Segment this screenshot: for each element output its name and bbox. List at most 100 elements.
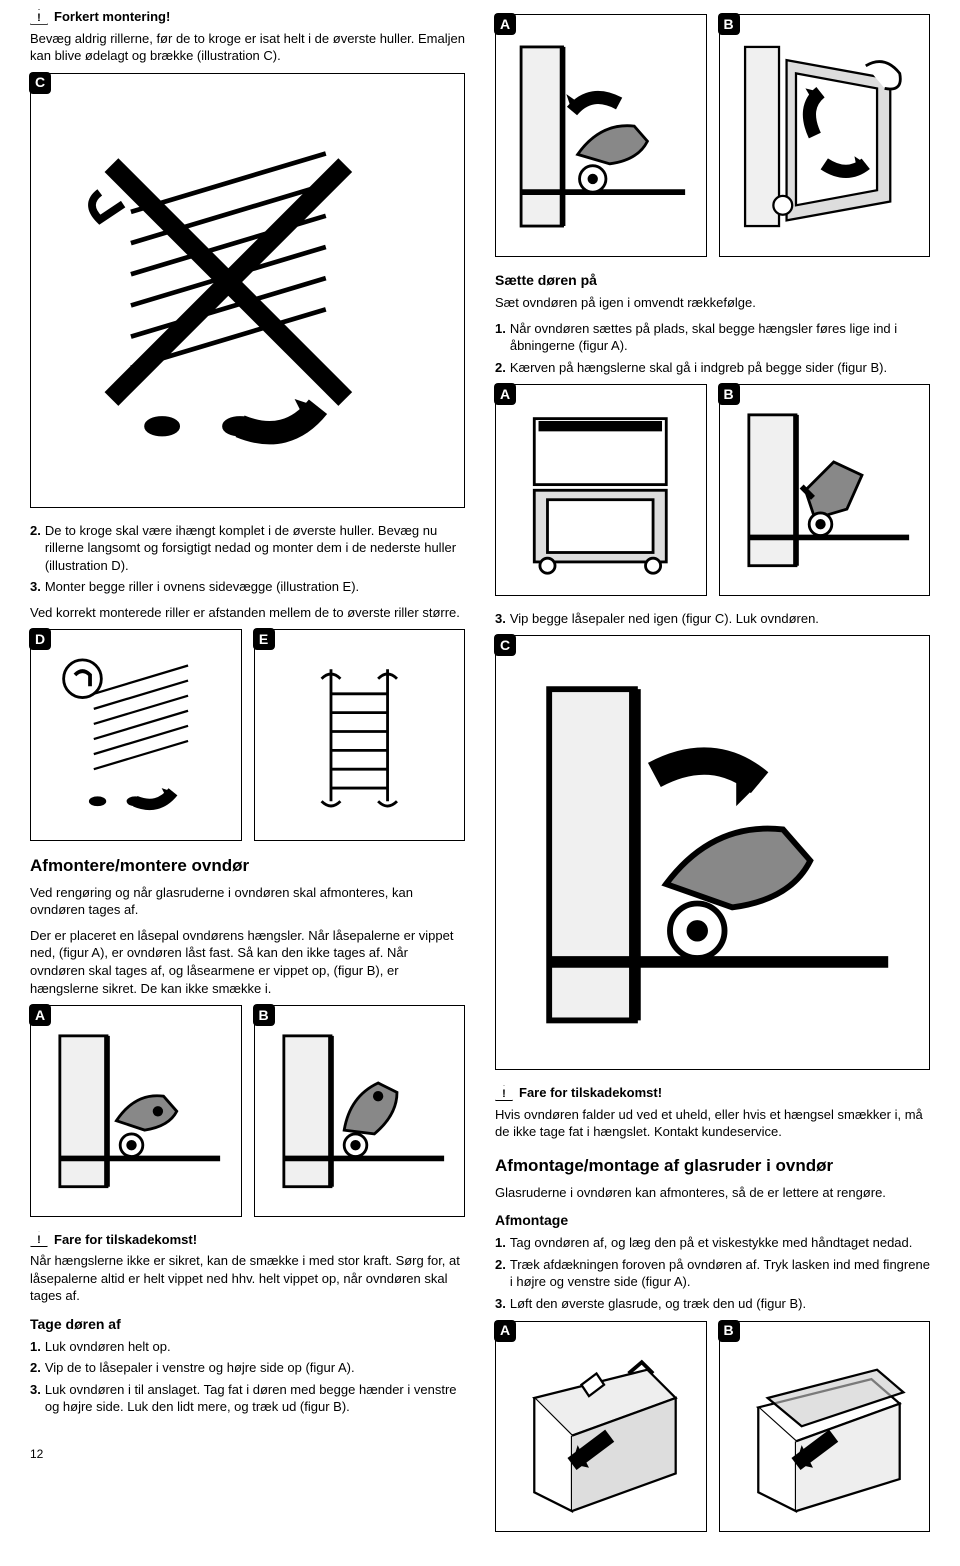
illustration-lever-flip <box>506 27 695 244</box>
illustration-hinge-open <box>265 1017 454 1206</box>
warning-title: Fare for tilskadekomst! <box>519 1084 662 1102</box>
figure-label: A <box>494 1320 516 1342</box>
list-item: 2. Kærven på hængslerne skal gå i indgre… <box>495 359 930 377</box>
warning-fare-2: Fare for tilskadekomst! <box>495 1084 930 1102</box>
illustration-rack-cross <box>53 95 443 485</box>
figure-c: C <box>30 73 465 508</box>
step-text: Når ovndøren sættes på plads, skal begge… <box>510 320 930 355</box>
figure-b-hinge-detail: B <box>719 384 931 596</box>
heading-afmontere: Afmontere/montere ovndør <box>30 855 465 878</box>
list-item: 1. Når ovndøren sættes på plads, skal be… <box>495 320 930 355</box>
figure-e: E <box>254 629 466 841</box>
step-text: Vip begge låsepaler ned igen (figur C). … <box>510 610 819 628</box>
list-item: 3. Vip begge låsepaler ned igen (figur C… <box>495 610 930 628</box>
list-item: 1. Luk ovndøren helt op. <box>30 1338 465 1356</box>
figure-row-de: D E <box>30 629 465 841</box>
warning-forkert-montering: Forkert montering! <box>30 8 465 26</box>
figure-a-lever: A <box>495 14 707 257</box>
warning-text: Hvis ovndøren falder ud ved et uheld, el… <box>495 1106 930 1141</box>
illustration-rack-hook <box>41 641 230 830</box>
glas-list: 1. Tag ovndøren af, og læg den på et vis… <box>495 1234 930 1312</box>
figure-row-ab-top: A B <box>495 14 930 257</box>
illustration-cover-remove <box>506 1332 695 1521</box>
figure-row-ab-door: A B <box>495 384 930 596</box>
tage-list: 1. Luk ovndøren helt op. 2. Vip de to lå… <box>30 1338 465 1416</box>
step-number: 2. <box>495 359 506 377</box>
figure-row-ab-glass: A B <box>495 1321 930 1533</box>
saette-list: 1. Når ovndøren sættes på plads, skal be… <box>495 320 930 377</box>
illustration-glass-lift <box>730 1332 919 1521</box>
illustration-hinge-notch <box>730 396 919 585</box>
list-item: 3. Monter begge riller i ovnens sidevægg… <box>30 578 465 596</box>
figure-label: E <box>253 628 275 650</box>
figure-label: A <box>29 1004 51 1026</box>
saette-list-3: 3. Vip begge låsepaler ned igen (figur C… <box>495 610 930 628</box>
step-number: 3. <box>30 578 41 596</box>
heading-glasruder: Afmontage/montage af glasruder i ovndør <box>495 1155 930 1178</box>
step-text: Vip de to låsepaler i venstre og højre s… <box>45 1359 355 1377</box>
heading-tage-doren: Tage døren af <box>30 1315 465 1334</box>
illustration-lever-close <box>518 658 908 1048</box>
right-column: A B <box>495 8 930 1546</box>
figure-c-lever-down: C <box>495 635 930 1070</box>
figure-label: C <box>29 72 51 94</box>
step-number: 3. <box>495 1295 506 1313</box>
warning-title: Forkert montering! <box>54 8 170 26</box>
paragraph: Glasruderne i ovndøren kan afmonteres, s… <box>495 1184 930 1202</box>
figure-b-door-remove: B <box>719 14 931 257</box>
step-number: 1. <box>30 1338 41 1356</box>
step-text: Løft den øverste glasrude, og træk den u… <box>510 1295 806 1313</box>
heading-afmontage: Afmontage <box>495 1211 930 1230</box>
figure-row-c: C <box>30 73 465 508</box>
warning-icon <box>495 1085 513 1101</box>
list-item: 2. De to kroge skal være ihængt komplet … <box>30 522 465 575</box>
warning-text: Når hængslerne ikke er sikret, kan de sm… <box>30 1252 465 1305</box>
paragraph: Sæt ovndøren på igen i omvendt rækkefølg… <box>495 294 930 312</box>
figure-a-hinge-down: A <box>30 1005 242 1217</box>
step-text: De to kroge skal være ihængt komplet i d… <box>45 522 465 575</box>
note-text: Ved korrekt monterede riller er afstande… <box>30 604 465 622</box>
list-item: 3. Løft den øverste glasrude, og træk de… <box>495 1295 930 1313</box>
illustration-door-lift <box>730 27 919 244</box>
warning-icon <box>30 1231 48 1247</box>
figure-label: B <box>718 1320 740 1342</box>
figure-label: D <box>29 628 51 650</box>
figure-d: D <box>30 629 242 841</box>
paragraph: Ved rengøring og når glasruderne i ovndø… <box>30 884 465 919</box>
page-number: 12 <box>30 1446 465 1462</box>
heading-saette: Sætte døren på <box>495 271 930 290</box>
warning-title: Fare for tilskadekomst! <box>54 1231 197 1249</box>
figure-label: B <box>718 383 740 405</box>
figure-label: B <box>718 13 740 35</box>
step-number: 3. <box>495 610 506 628</box>
illustration-hinge-locked <box>41 1017 230 1206</box>
step-number: 2. <box>30 522 41 575</box>
paragraph: Der er placeret en låsepal ovndørens hæn… <box>30 927 465 997</box>
step-number: 1. <box>495 320 506 355</box>
warning-fare: Fare for tilskadekomst! <box>30 1231 465 1249</box>
left-column: Forkert montering! Bevæg aldrig rillerne… <box>30 8 465 1546</box>
figure-b-glass-lift: B <box>719 1321 931 1533</box>
step-text: Kærven på hængslerne skal gå i indgreb p… <box>510 359 887 377</box>
step-text: Træk afdækningen foroven på ovndøren af.… <box>510 1256 930 1291</box>
step-number: 2. <box>495 1256 506 1291</box>
figure-label: A <box>494 383 516 405</box>
figure-row-ab-hinge: A B <box>30 1005 465 1217</box>
step-number: 2. <box>30 1359 41 1377</box>
step-text: Tag ovndøren af, og læg den på et viskes… <box>510 1234 913 1252</box>
figure-a-glass-cover: A <box>495 1321 707 1533</box>
figure-a-door-open: A <box>495 384 707 596</box>
figure-row-c2: C <box>495 635 930 1070</box>
step-text: Luk ovndøren helt op. <box>45 1338 171 1356</box>
steps-list: 2. De to kroge skal være ihængt komplet … <box>30 522 465 596</box>
warning-text: Bevæg aldrig rillerne, før de to kroge e… <box>30 30 465 65</box>
step-text: Monter begge riller i ovnens sidevægge (… <box>45 578 359 596</box>
warning-icon <box>30 9 48 25</box>
figure-label: B <box>253 1004 275 1026</box>
illustration-door-front <box>506 396 695 585</box>
list-item: 1. Tag ovndøren af, og læg den på et vis… <box>495 1234 930 1252</box>
figure-b-hinge-up: B <box>254 1005 466 1217</box>
figure-label: C <box>494 634 516 656</box>
illustration-rack-side <box>265 641 454 830</box>
list-item: 2. Vip de to låsepaler i venstre og højr… <box>30 1359 465 1377</box>
